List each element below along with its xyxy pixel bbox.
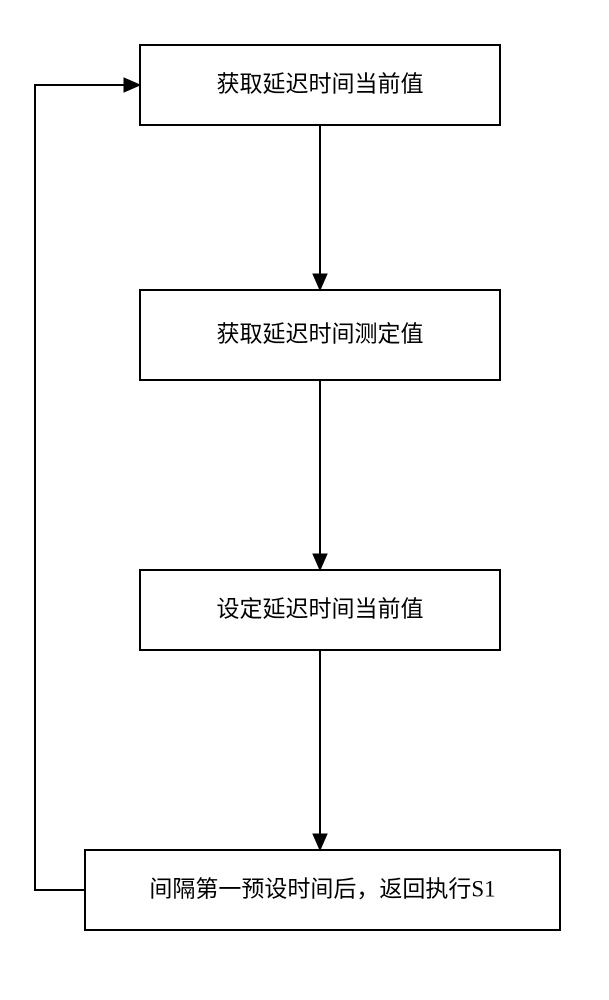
arrowhead bbox=[124, 78, 140, 92]
flow-node-n2: 获取延迟时间测定值 bbox=[140, 290, 500, 380]
arrowhead bbox=[313, 274, 327, 290]
flow-node-label: 间隔第一预设时间后，返回执行S1 bbox=[149, 876, 495, 901]
flow-node-label: 设定延迟时间当前值 bbox=[217, 596, 424, 621]
flow-node-n3: 设定延迟时间当前值 bbox=[140, 570, 500, 650]
edge-back bbox=[35, 85, 126, 890]
flow-node-label: 获取延迟时间测定值 bbox=[217, 321, 424, 346]
arrowhead bbox=[313, 554, 327, 570]
arrowhead bbox=[313, 834, 327, 850]
flow-node-n4: 间隔第一预设时间后，返回执行S1 bbox=[85, 850, 560, 930]
flow-node-label: 获取延迟时间当前值 bbox=[217, 71, 424, 96]
flow-node-n1: 获取延迟时间当前值 bbox=[140, 45, 500, 125]
flowchart-canvas: 获取延迟时间当前值获取延迟时间测定值设定延迟时间当前值间隔第一预设时间后，返回执… bbox=[0, 0, 609, 1000]
